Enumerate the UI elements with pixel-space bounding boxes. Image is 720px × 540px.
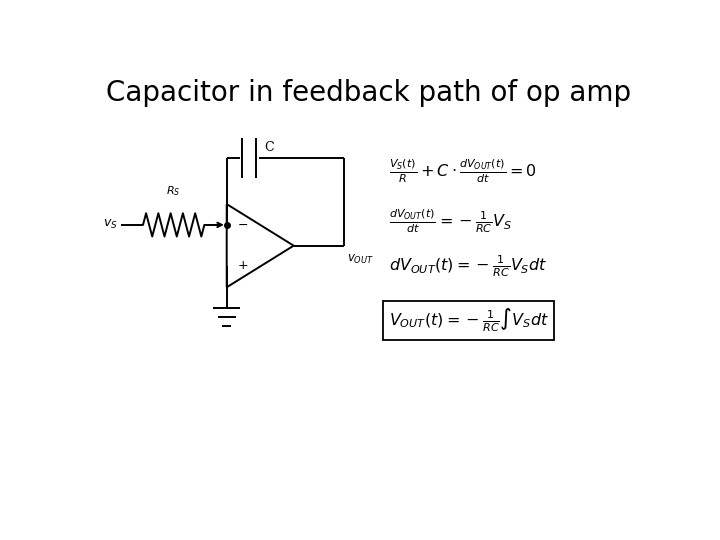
Text: $v_{OUT}$: $v_{OUT}$: [347, 253, 374, 266]
Text: $\frac{V_S(t)}{R} + C \cdot \frac{dV_{OUT}(t)}{dt} = 0$: $\frac{V_S(t)}{R} + C \cdot \frac{dV_{OU…: [389, 157, 536, 185]
Text: $dV_{OUT}(t) = -\frac{1}{RC}V_S dt$: $dV_{OUT}(t) = -\frac{1}{RC}V_S dt$: [389, 254, 547, 279]
Text: $V_{OUT}(t) = -\frac{1}{RC}\int V_S dt$: $V_{OUT}(t) = -\frac{1}{RC}\int V_S dt$: [389, 307, 549, 334]
Text: $R_S$: $R_S$: [166, 184, 181, 198]
Text: Capacitor in feedback path of op amp: Capacitor in feedback path of op amp: [107, 79, 631, 107]
Text: C: C: [264, 141, 274, 154]
Text: $v_S$: $v_S$: [103, 218, 118, 232]
Text: $\frac{dV_{OUT}(t)}{dt} = -\frac{1}{RC}V_S$: $\frac{dV_{OUT}(t)}{dt} = -\frac{1}{RC}V…: [389, 207, 512, 235]
Text: $-$: $-$: [237, 218, 248, 231]
Text: $+$: $+$: [237, 259, 248, 272]
